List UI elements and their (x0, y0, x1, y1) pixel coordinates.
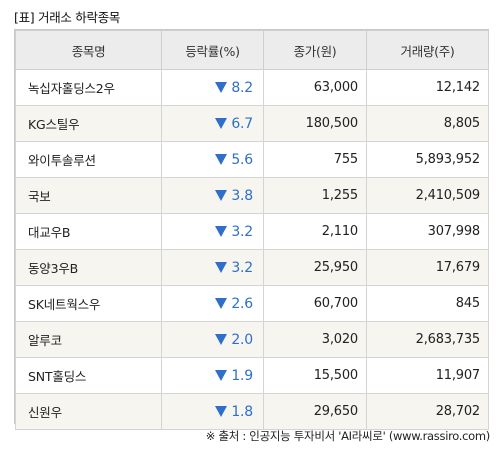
volume-cell: 28,702 (366, 393, 489, 430)
change-rate-value: 3.8 (231, 187, 253, 204)
change-rate-value: 1.9 (231, 367, 253, 384)
change-rate-cell: 1.8 (161, 393, 264, 430)
down-triangle-icon (215, 81, 228, 93)
stock-name-cell: 녹십자홀딩스2우 (15, 69, 162, 106)
stock-table-container: 종목명 등락률(%) 종가(원) 거래량(주) 녹십자홀딩스2우 8.2 63,00… (14, 29, 489, 430)
change-rate-value: 1.8 (231, 403, 253, 420)
down-triangle-icon (215, 225, 228, 237)
volume-cell: 845 (366, 285, 489, 322)
table-row: 대교우B 3.2 2,110 307,998 (15, 213, 489, 250)
volume-cell: 11,907 (366, 357, 489, 394)
column-header-name: 종목명 (15, 30, 162, 70)
table-row: 녹십자홀딩스2우 8.2 63,000 12,142 (15, 69, 489, 106)
source-note: ※ 출처 : 인공지능 투자비서 'AI라씨로' (www.rassiro.co… (205, 429, 491, 443)
change-rate-value: 3.2 (231, 259, 253, 276)
stock-name-cell: 대교우B (15, 213, 162, 250)
change-rate-cell: 2.0 (161, 321, 264, 358)
change-rate-value: 8.2 (231, 79, 253, 96)
table-row: SNT홀딩스 1.9 15,500 11,907 (15, 357, 489, 394)
stock-table: 종목명 등락률(%) 종가(원) 거래량(주) 녹십자홀딩스2우 8.2 63,00… (15, 30, 489, 430)
stock-name-cell: 와이투솔루션 (15, 141, 162, 178)
down-triangle-icon (215, 369, 228, 381)
close-price-cell: 15,500 (263, 357, 367, 394)
stock-name-cell: 동양3우B (15, 249, 162, 286)
stock-name-cell: SK네트웍스우 (15, 285, 162, 322)
close-price-cell: 180,500 (263, 105, 367, 142)
close-price-cell: 1,255 (263, 177, 367, 214)
table-row: 동양3우B 3.2 25,950 17,679 (15, 249, 489, 286)
change-rate-cell: 3.8 (161, 177, 264, 214)
table-row: KG스틸우 6.7 180,500 8,805 (15, 105, 489, 142)
down-triangle-icon (215, 117, 228, 129)
table-row: 알루코 2.0 3,020 2,683,735 (15, 321, 489, 358)
volume-cell: 5,893,952 (366, 141, 489, 178)
change-rate-value: 2.6 (231, 295, 253, 312)
close-price-cell: 60,700 (263, 285, 367, 322)
volume-cell: 8,805 (366, 105, 489, 142)
down-triangle-icon (215, 153, 228, 165)
change-rate-value: 3.2 (231, 223, 253, 240)
down-triangle-icon (215, 189, 228, 201)
table-row: SK네트웍스우 2.6 60,700 845 (15, 285, 489, 322)
close-price-cell: 2,110 (263, 213, 367, 250)
stock-name-cell: 국보 (15, 177, 162, 214)
change-rate-value: 5.6 (231, 151, 253, 168)
volume-cell: 12,142 (366, 69, 489, 106)
table-row: 와이투솔루션 5.6 755 5,893,952 (15, 141, 489, 178)
stock-name-cell: 신원우 (15, 393, 162, 430)
volume-cell: 17,679 (366, 249, 489, 286)
page-title: [표] 거래소 하락종목 (14, 10, 121, 25)
down-triangle-icon (215, 297, 228, 309)
stock-name-cell: KG스틸우 (15, 105, 162, 142)
change-rate-value: 2.0 (231, 331, 253, 348)
close-price-cell: 29,650 (263, 393, 367, 430)
change-rate-value: 6.7 (231, 115, 253, 132)
volume-cell: 2,683,735 (366, 321, 489, 358)
table-header-row: 종목명 등락률(%) 종가(원) 거래량(주) (15, 30, 489, 70)
volume-cell: 2,410,509 (366, 177, 489, 214)
change-rate-cell: 3.2 (161, 213, 264, 250)
close-price-cell: 25,950 (263, 249, 367, 286)
change-rate-cell: 3.2 (161, 249, 264, 286)
column-header-volume: 거래량(주) (366, 30, 489, 70)
column-header-close: 종가(원) (263, 30, 367, 70)
volume-cell: 307,998 (366, 213, 489, 250)
close-price-cell: 3,020 (263, 321, 367, 358)
close-price-cell: 63,000 (263, 69, 367, 106)
stock-name-cell: SNT홀딩스 (15, 357, 162, 394)
change-rate-cell: 2.6 (161, 285, 264, 322)
column-header-rate: 등락률(%) (161, 30, 264, 70)
change-rate-cell: 6.7 (161, 105, 264, 142)
change-rate-cell: 5.6 (161, 141, 264, 178)
down-triangle-icon (215, 261, 228, 273)
down-triangle-icon (215, 405, 228, 417)
change-rate-cell: 8.2 (161, 69, 264, 106)
table-row: 신원우 1.8 29,650 28,702 (15, 393, 489, 430)
change-rate-cell: 1.9 (161, 357, 264, 394)
close-price-cell: 755 (263, 141, 367, 178)
table-body: 녹십자홀딩스2우 8.2 63,000 12,142 KG스틸우 6.7 180,500 8,… (15, 69, 489, 430)
table-row: 국보 3.8 1,255 2,410,509 (15, 177, 489, 214)
stock-name-cell: 알루코 (15, 321, 162, 358)
down-triangle-icon (215, 333, 228, 345)
